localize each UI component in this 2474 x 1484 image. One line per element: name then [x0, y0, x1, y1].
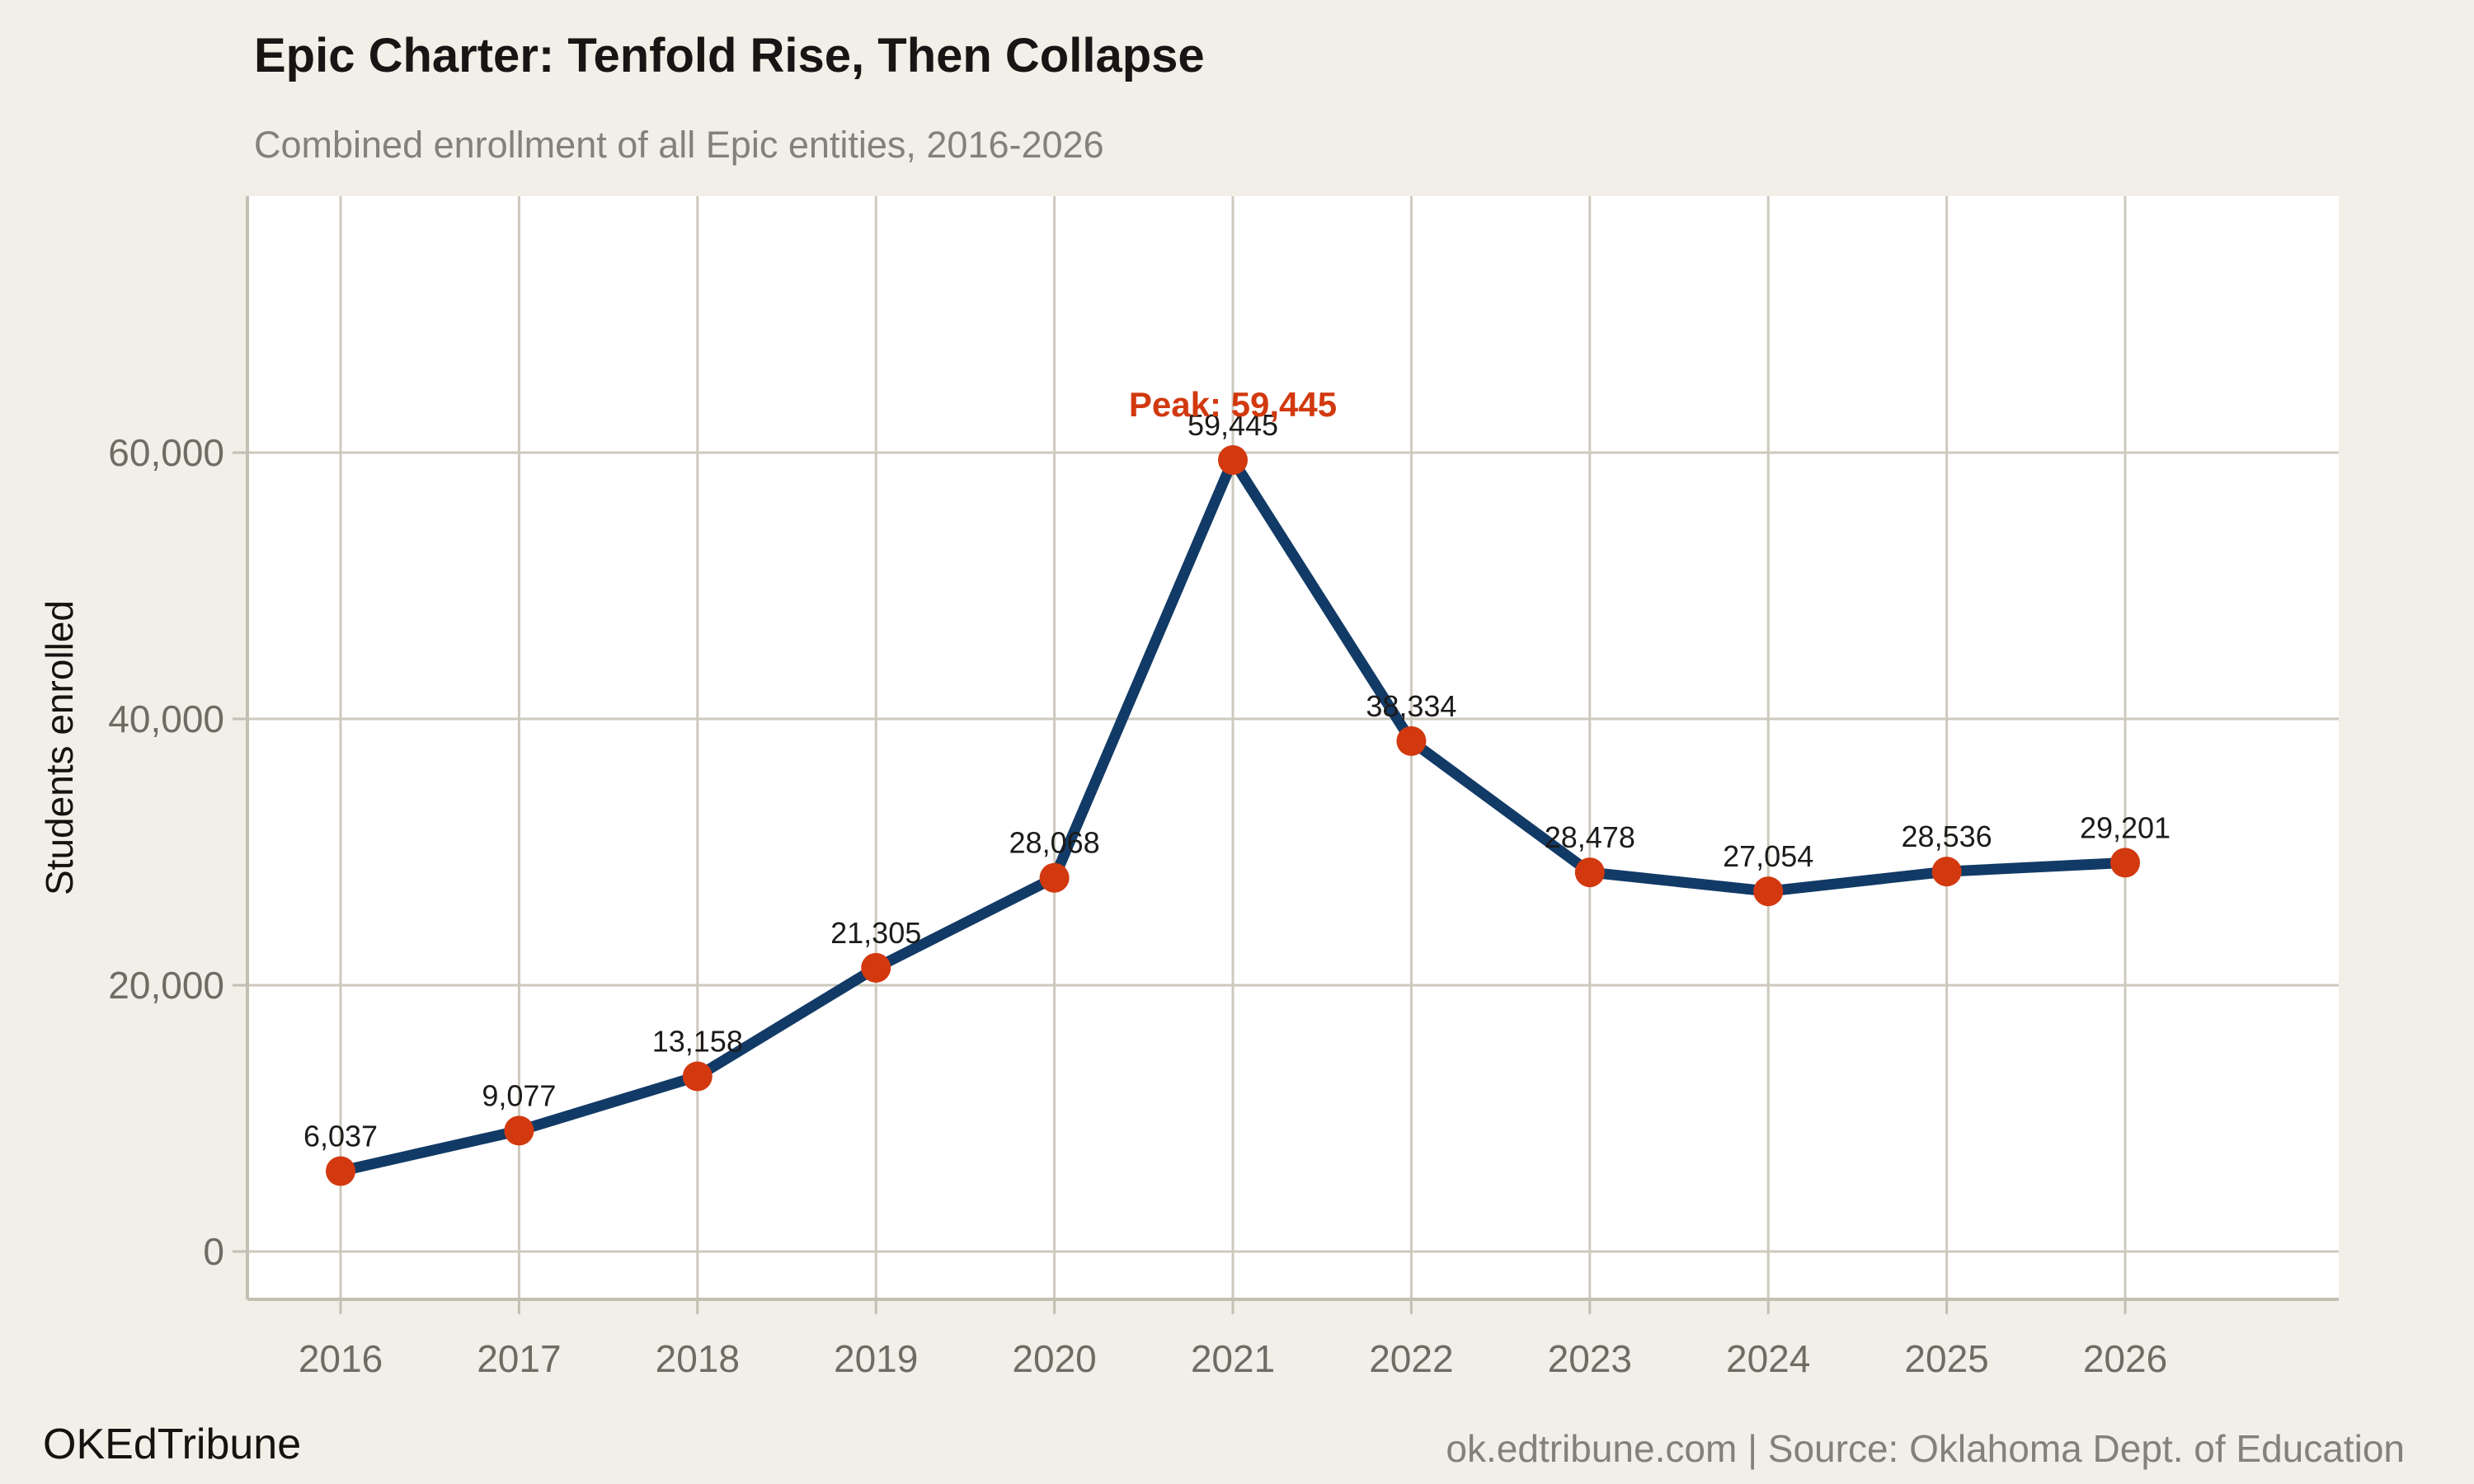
- y-tick-label: 60,000: [108, 431, 224, 474]
- data-point: [1931, 857, 1962, 887]
- data-point: [1753, 876, 1784, 907]
- data-label: 6,037: [303, 1120, 378, 1153]
- y-tick-label: 0: [203, 1230, 224, 1273]
- x-tick-label: 2024: [1726, 1337, 1810, 1380]
- data-label: 59,445: [1188, 408, 1278, 442]
- peak-annotation: Peak: 59,445: [1129, 385, 1337, 424]
- data-point: [682, 1061, 713, 1092]
- chart-subtitle: Combined enrollment of all Epic entities…: [254, 124, 1104, 166]
- data-point: [504, 1115, 534, 1146]
- plot-panel: [247, 196, 2339, 1299]
- data-label: 38,334: [1366, 689, 1456, 723]
- x-tick-label: 2022: [1369, 1337, 1453, 1380]
- data-point: [861, 952, 891, 983]
- footer-source: ok.edtribune.com | Source: Oklahoma Dept…: [1446, 1427, 2405, 1470]
- data-label: 28,068: [1009, 826, 1100, 860]
- x-tick-label: 2025: [1904, 1337, 1988, 1380]
- data-point: [1574, 857, 1605, 888]
- x-tick-label: 2016: [299, 1337, 383, 1380]
- data-point: [326, 1156, 355, 1186]
- data-point: [1396, 726, 1427, 756]
- footer-brand: OKEdTribune: [43, 1421, 302, 1468]
- data-label: 28,536: [1902, 819, 1992, 853]
- data-label: 9,077: [482, 1078, 556, 1112]
- data-label: 28,478: [1545, 820, 1635, 854]
- data-point: [2110, 848, 2140, 878]
- x-tick-label: 2019: [834, 1337, 918, 1380]
- x-tick-label: 2020: [1012, 1337, 1096, 1380]
- y-tick-label: 20,000: [108, 964, 224, 1007]
- x-tick-label: 2023: [1548, 1337, 1632, 1380]
- x-tick-label: 2026: [2083, 1337, 2167, 1380]
- y-tick-label: 40,000: [108, 697, 224, 740]
- x-tick-label: 2018: [656, 1337, 740, 1380]
- data-point: [1039, 862, 1070, 893]
- x-tick-label: 2017: [477, 1337, 561, 1380]
- x-tick-label: 2021: [1191, 1337, 1275, 1380]
- data-label: 27,054: [1723, 839, 1813, 873]
- data-label: 29,201: [2080, 810, 2171, 844]
- data-point: [1218, 444, 1248, 475]
- data-label: 21,305: [830, 916, 921, 950]
- data-label: 13,158: [652, 1024, 743, 1058]
- chart-title: Epic Charter: Tenfold Rise, Then Collaps…: [254, 29, 1205, 82]
